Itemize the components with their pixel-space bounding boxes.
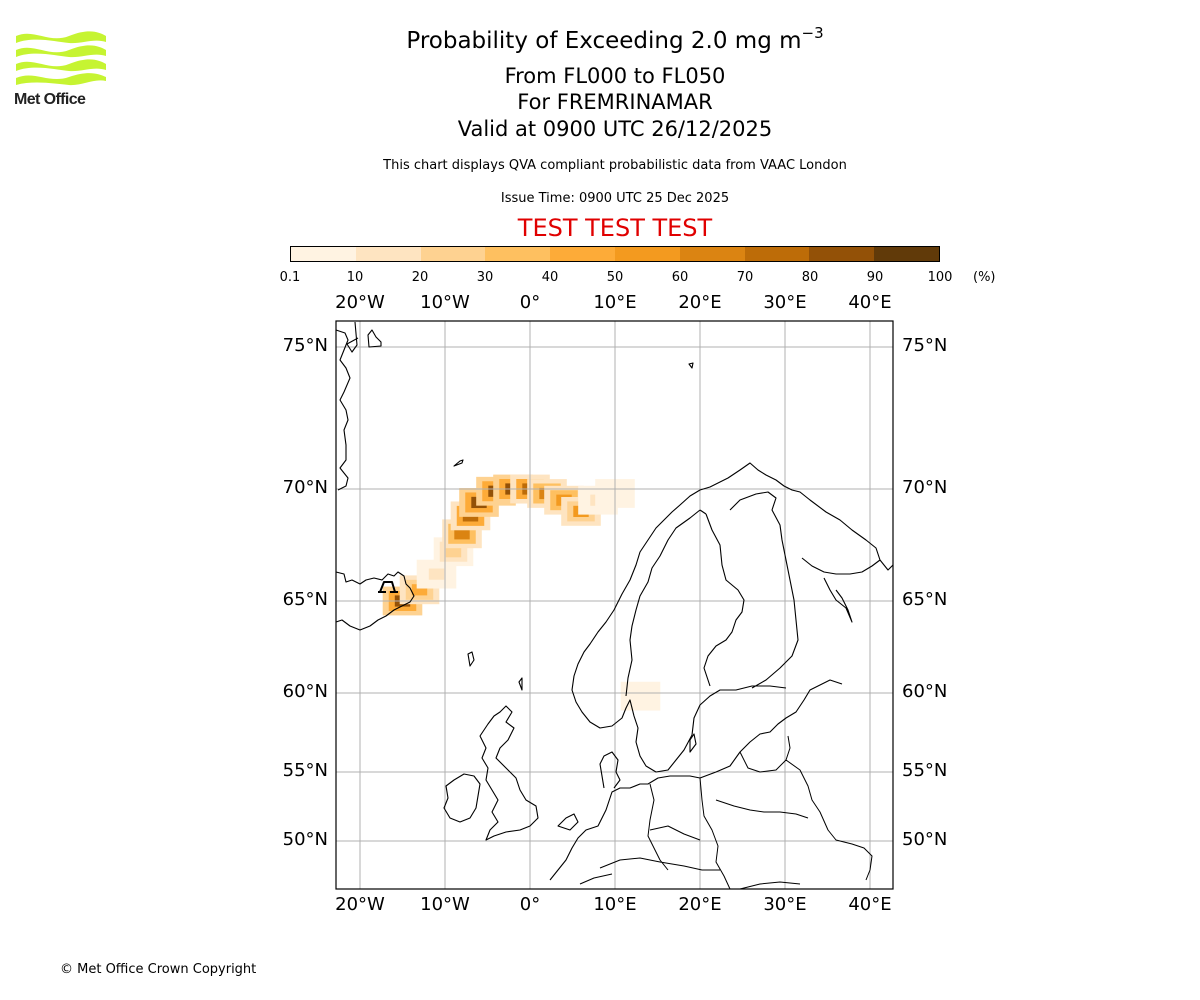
country-borders [579, 735, 873, 890]
scandinavia-coast [571, 462, 894, 773]
colorbar-tick-label: 0.1 [279, 270, 301, 285]
iceland-coast [335, 571, 415, 631]
iceland-volcano-marker [378, 581, 398, 593]
latitude-tick-label: 50°N [902, 829, 948, 850]
gotland [689, 733, 697, 753]
ireland [443, 773, 481, 823]
colorbar [290, 246, 940, 262]
flight-levels: From FL000 to FL050 [504, 64, 726, 88]
colorbar-segment [485, 247, 551, 261]
colorbar-segment [355, 247, 421, 261]
latitude-tick-label: 60°N [902, 681, 948, 702]
greenland-coast-north [346, 321, 382, 353]
met-office-logo-icon [16, 31, 106, 86]
sweden-finland-border [703, 513, 745, 687]
jan-mayen [453, 459, 464, 467]
longitude-tick-label: 10°W [420, 292, 470, 313]
colorbar-tick-label: 40 [541, 270, 559, 285]
coastlines [335, 321, 894, 890]
great-britain [479, 705, 539, 841]
colorbar-segment [874, 247, 939, 261]
longitude-tick-label: 30°E [763, 292, 807, 313]
map-frame [335, 320, 894, 890]
colorbar-segment [614, 247, 680, 261]
volcano-name: For FREMRINAMAR [517, 90, 713, 114]
latitude-tick-label: 75°N [282, 335, 328, 356]
colorbar-unit: (%) [973, 270, 996, 285]
colorbar-tick-label: 30 [476, 270, 494, 285]
issue-time: Issue Time: 0900 UTC 25 Dec 2025 [500, 191, 730, 206]
netherlands [557, 813, 579, 831]
longitude-tick-label: 10°E [593, 894, 637, 915]
plume-cell [411, 584, 428, 596]
latitude-tick-label: 55°N [902, 760, 948, 781]
chart-title-text: Probability of Exceeding 2.0 mg m [406, 28, 802, 54]
longitude-tick-label: 0° [519, 894, 541, 915]
longitude-tick-label: 20°E [678, 292, 722, 313]
valid-time: Valid at 0900 UTC 26/12/2025 [457, 117, 773, 141]
latitude-tick-label: 60°N [282, 681, 328, 702]
chart-title: Probability of Exceeding 2.0 mg m−3 [0, 24, 1200, 54]
europe-coast [549, 679, 843, 881]
latitude-tick-label: 65°N [282, 589, 328, 610]
colorbar-tick-label: 50 [606, 270, 624, 285]
greenland-coast [335, 329, 351, 491]
colorbar-segment [291, 247, 356, 261]
test-banner: TEST TEST TEST [517, 214, 713, 242]
finland-russia-border [729, 491, 799, 689]
norway-sweden-border [625, 509, 707, 697]
longitude-tick-label: 20°W [335, 292, 385, 313]
longitude-tick-label: 40°E [848, 894, 892, 915]
chart-description: This chart displays QVA compliant probab… [383, 158, 847, 173]
latitude-tick-label: 65°N [902, 589, 948, 610]
plume-cell [428, 568, 445, 580]
colorbar-tick-label: 90 [866, 270, 884, 285]
colorbar-tick-label: 100 [927, 270, 953, 285]
colorbar-segment [809, 247, 875, 261]
colorbar-tick-label: 20 [411, 270, 429, 285]
latitude-tick-label: 55°N [282, 760, 328, 781]
longitude-tick-label: 20°W [335, 894, 385, 915]
colorbar-tick-label: 80 [801, 270, 819, 285]
gridlines [336, 321, 893, 889]
longitude-tick-label: 0° [519, 292, 541, 313]
chart-title-exponent: −3 [801, 24, 824, 42]
colorbar-segment [550, 247, 615, 261]
plume-cell [454, 528, 470, 540]
plume-cell [632, 690, 649, 702]
longitude-tick-label: 10°W [420, 894, 470, 915]
latitude-tick-label: 75°N [902, 335, 948, 356]
colorbar-segment [679, 247, 745, 261]
colorbar-tick-label: 60 [671, 270, 689, 285]
colorbar-segment [420, 247, 486, 261]
colorbar-tick-label: 10 [346, 270, 364, 285]
met-office-logo-text: Met Office [14, 91, 86, 108]
longitude-tick-label: 10°E [593, 292, 637, 313]
plume-layer [382, 474, 661, 711]
longitude-tick-label: 30°E [763, 894, 807, 915]
longitude-tick-label: 20°E [678, 894, 722, 915]
plume-cell [445, 546, 462, 558]
white-sea [801, 557, 881, 623]
denmark [599, 751, 621, 789]
latitude-tick-label: 70°N [282, 477, 328, 498]
longitude-tick-label: 40°E [848, 292, 892, 313]
copyright: © Met Office Crown Copyright [60, 962, 257, 977]
latitude-tick-label: 70°N [902, 477, 948, 498]
colorbar-segment [744, 247, 810, 261]
latitude-tick-label: 50°N [282, 829, 328, 850]
colorbar-tick-label: 70 [736, 270, 754, 285]
